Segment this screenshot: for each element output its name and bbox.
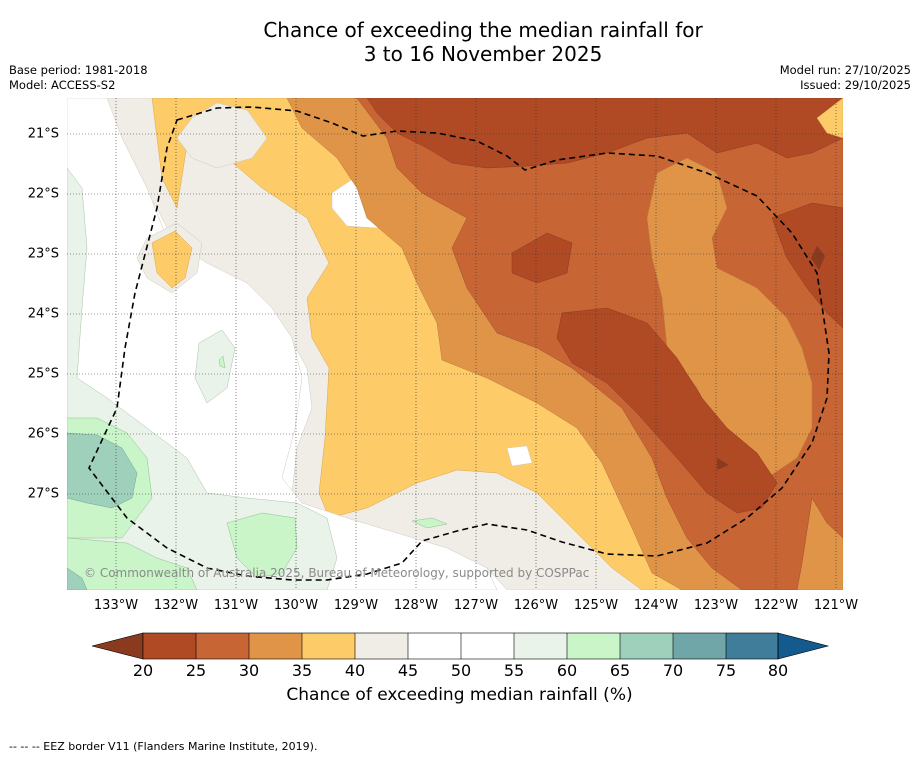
colorbar-tick-45: 45 (397, 661, 419, 680)
colorbar-tick-65: 65 (609, 661, 631, 680)
region-60-65-south (67, 537, 198, 590)
region-40-45-patch-north (176, 102, 268, 169)
region-65-70 (67, 432, 138, 509)
region-below-20-east (811, 246, 825, 270)
colorbar-swatch-65-70 (620, 633, 673, 659)
colorbar-tick-20: 20 (132, 661, 154, 680)
colorbar-swatch-35-40 (302, 633, 355, 659)
region-65-70-corner (67, 567, 88, 590)
lon-label-125w: 125°W (573, 598, 619, 613)
colorbar-tick-40: 40 (344, 661, 366, 680)
lon-label-121w: 121°W (813, 598, 859, 613)
region-below-20-south (717, 458, 729, 470)
colorbar-swatch-20-25 (143, 633, 196, 659)
region-55-60-blob (194, 329, 236, 404)
colorbar-tick-55: 55 (503, 661, 525, 680)
model-name: Model: ACCESS-S2 (9, 78, 116, 92)
lat-label-24s: 24°S (27, 306, 59, 322)
lat-label-26s: 26°S (27, 426, 59, 442)
colorbar-upper-extend (777, 632, 830, 660)
lon-label-122w: 122°W (753, 598, 799, 613)
colorbar-swatch-45-50 (408, 633, 461, 659)
colorbar-swatch-25-30 (196, 633, 249, 659)
colorbar-swatch-70-75 (673, 633, 726, 659)
colorbar-swatch-30-35 (249, 633, 302, 659)
lat-label-21s: 21°S (27, 126, 59, 142)
meta-right: Model run: 27/10/2025 Issued: 29/10/2025 (780, 63, 911, 93)
lon-label-131w: 131°W (213, 598, 259, 613)
issued-date: Issued: 29/10/2025 (800, 78, 911, 92)
rainfall-probability-map (67, 98, 843, 590)
region-35-40-west-blob (151, 230, 193, 289)
meta-left: Base period: 1981-2018 Model: ACCESS-S2 (9, 63, 148, 93)
colorbar-swatch-50-55 (461, 633, 514, 659)
region-60-65-dot (218, 355, 226, 369)
region-45-55-patch-south (506, 445, 533, 467)
colorbar-swatch-55-60 (514, 633, 567, 659)
lon-label-123w: 123°W (693, 598, 739, 613)
colorbar-label: Chance of exceeding median rainfall (%) (286, 685, 633, 705)
colorbar-tick-80: 80 (767, 661, 789, 680)
graticule (67, 98, 843, 590)
colorbar-swatch-40-45 (355, 633, 408, 659)
lon-label-129w: 129°W (333, 598, 379, 613)
region-20-25-small (511, 232, 573, 284)
lat-label-27s: 27°S (27, 486, 59, 502)
lat-label-23s: 23°S (27, 246, 59, 262)
region-20-25-north (366, 98, 843, 169)
lat-label-22s: 22°S (27, 186, 59, 202)
copyright-notice: © Commonwealth of Australia 2025, Bureau… (84, 566, 590, 580)
colorbar-swatch-60-65 (567, 633, 620, 659)
colorbar-tick-60: 60 (556, 661, 578, 680)
map-title: Chance of exceeding the median rainfall … (0, 18, 919, 66)
lon-label-130w: 130°W (273, 598, 319, 613)
colorbar-tick-70: 70 (662, 661, 684, 680)
colorbar-tick-30: 30 (238, 661, 260, 680)
title-line-2: 3 to 16 November 2025 (363, 42, 603, 66)
colorbar-lower-extend (91, 632, 144, 660)
lon-label-128w: 128°W (393, 598, 439, 613)
colorbar-tick-75: 75 (715, 661, 737, 680)
lat-label-25s: 25°S (27, 366, 59, 382)
region-20-25-east (771, 202, 843, 329)
region-35-40-northeast (816, 98, 843, 139)
eez-legend-note: -- -- -- EEZ border V11 (Flanders Marine… (9, 740, 318, 753)
colorbar (91, 632, 830, 660)
title-line-1: Chance of exceeding the median rainfall … (263, 18, 703, 42)
lon-label-126w: 126°W (513, 598, 559, 613)
lon-label-133w: 133°W (93, 598, 139, 613)
base-period: Base period: 1981-2018 (9, 63, 148, 77)
region-30-35-east (646, 157, 813, 479)
lon-label-127w: 127°W (453, 598, 499, 613)
region-60-65-small (411, 517, 448, 529)
region-60-65-mid (226, 512, 298, 579)
lon-label-124w: 124°W (633, 598, 679, 613)
model-run: Model run: 27/10/2025 (779, 63, 911, 77)
colorbar-tick-50: 50 (450, 661, 472, 680)
colorbar-swatch-75-80 (726, 633, 778, 659)
colorbar-tick-25: 25 (185, 661, 207, 680)
colorbar-tick-35: 35 (291, 661, 313, 680)
lon-label-132w: 132°W (153, 598, 199, 613)
eez-border (88, 106, 830, 581)
